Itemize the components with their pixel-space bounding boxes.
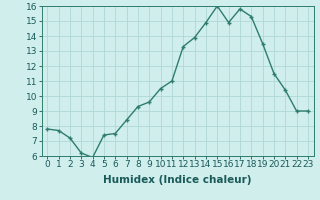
X-axis label: Humidex (Indice chaleur): Humidex (Indice chaleur) xyxy=(103,175,252,185)
